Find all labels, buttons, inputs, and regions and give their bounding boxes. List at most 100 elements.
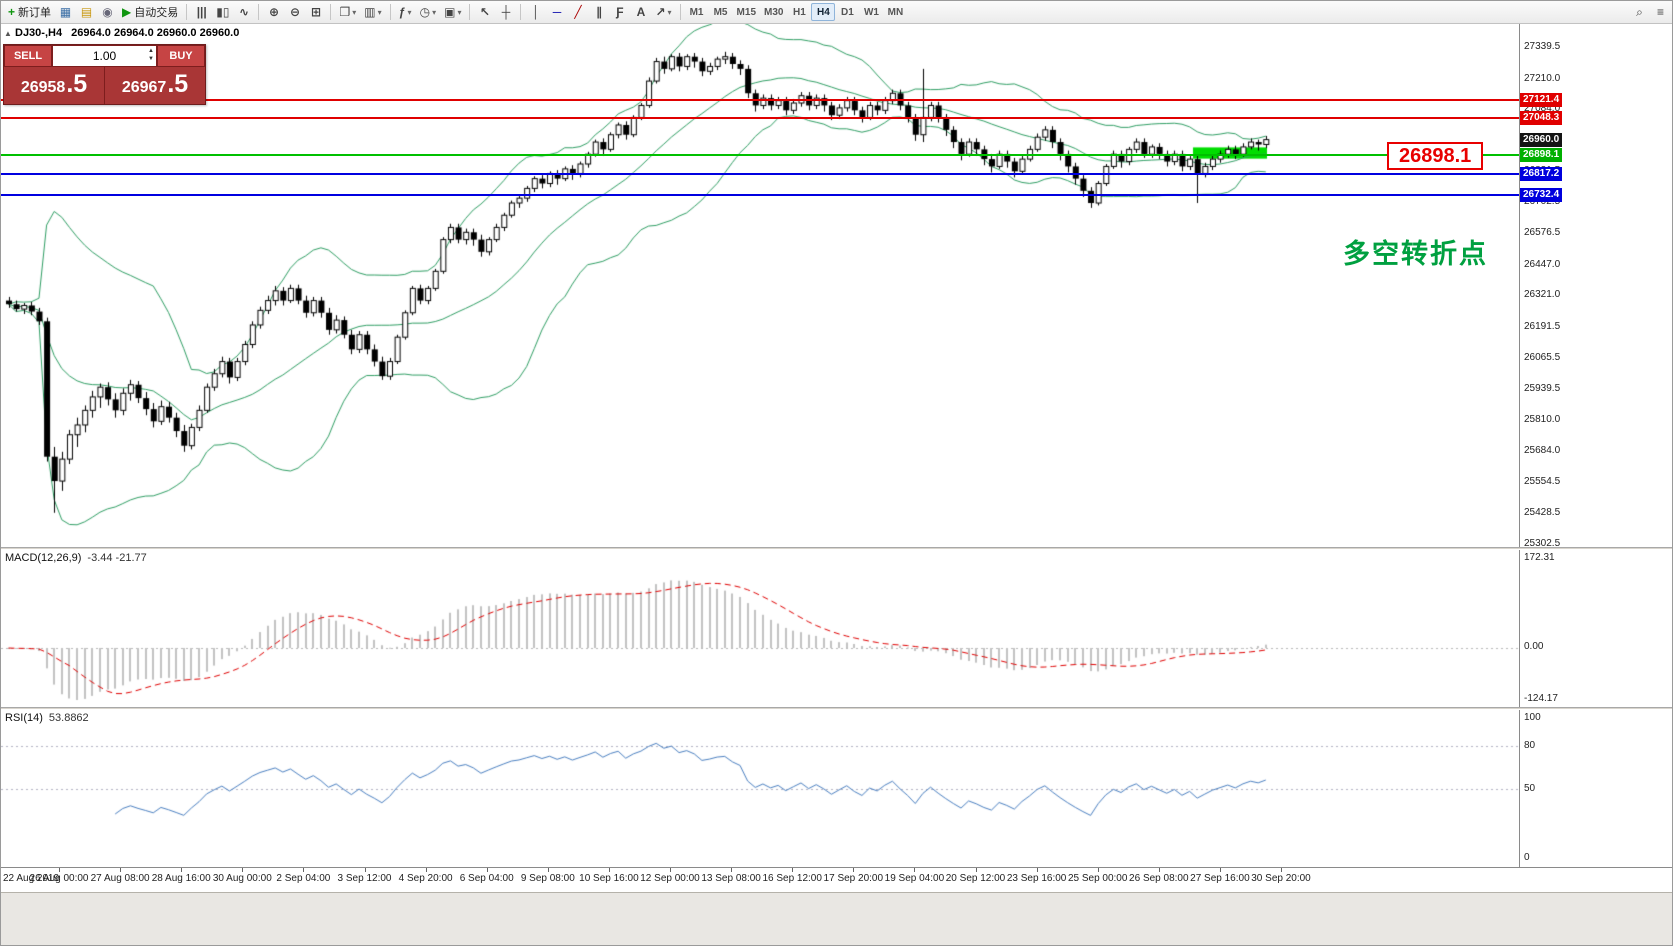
horizontal-line-26732.4[interactable]: [1, 194, 1519, 197]
templates-button[interactable]: ▣ ▾: [440, 3, 465, 22]
charts-window-button[interactable]: ▦: [55, 3, 76, 22]
timeframe-mn-button[interactable]: MN: [887, 6, 904, 18]
main-chart-canvas[interactable]: [1, 24, 1519, 547]
horizontal-line-27121.4[interactable]: [1, 99, 1519, 102]
trendline-button[interactable]: ╱: [567, 3, 588, 22]
sound-button[interactable]: ◉: [97, 3, 118, 22]
time-axis-tick: [181, 868, 183, 872]
line-chart-button[interactable]: ∿: [233, 3, 254, 22]
time-axis-label: 22 Aug 2019: [3, 873, 60, 884]
rsi-value: 53.8862: [48, 712, 89, 724]
sell-button[interactable]: SELL: [4, 45, 52, 67]
indicators-button[interactable]: ƒ ▾: [395, 3, 416, 22]
search-button[interactable]: ⌕: [1629, 3, 1650, 22]
price-axis[interactable]: [1519, 24, 1672, 867]
profiles-button[interactable]: ▤: [76, 3, 97, 22]
macd-panel-canvas[interactable]: [1, 550, 1519, 707]
vline-icon: │: [532, 5, 540, 19]
autotrading-button[interactable]: ▶ 自动交易: [118, 3, 182, 22]
vertical-line-button[interactable]: │: [525, 3, 546, 22]
timeframe-m1-button[interactable]: M1: [689, 6, 704, 18]
buy-price-frac: .5: [167, 70, 189, 98]
timeframe-m15-button[interactable]: M15: [736, 6, 756, 18]
time-axis-label: 3 Sep 12:00: [337, 873, 392, 884]
periods-button[interactable]: ◷ ▾: [416, 3, 441, 22]
sell-price-frac: .5: [66, 70, 88, 98]
channel-button[interactable]: ∥: [588, 3, 609, 22]
sell-price[interactable]: 26958 .5: [4, 67, 105, 104]
price-axis-label: 25684.0: [1524, 444, 1561, 456]
buy-price[interactable]: 26967 .5: [105, 67, 205, 104]
time-axis-tick: [486, 868, 488, 872]
horizontal-line-26898.1[interactable]: [1, 153, 1519, 156]
horizontal-line-26817.2[interactable]: [1, 173, 1519, 176]
time-axis-label: 4 Sep 20:00: [398, 873, 453, 884]
time-axis-label: 10 Sep 16:00: [579, 873, 639, 884]
rsi-label: RSI(14): [5, 712, 43, 724]
rsi-axis-label: 0: [1524, 852, 1530, 863]
time-axis-label: 16 Sep 12:00: [762, 873, 822, 884]
price-callout[interactable]: 26898.1: [1387, 142, 1484, 170]
rsi-panel-divider[interactable]: [1, 707, 1672, 710]
time-axis-tick: [670, 868, 671, 872]
horizontal-line-27048.3[interactable]: [1, 117, 1519, 120]
macd-axis-label: 0.00: [1524, 641, 1544, 652]
crosshair-button[interactable]: ┼: [495, 3, 516, 22]
time-axis-tick: [1158, 868, 1160, 872]
time-axis[interactable]: 22 Aug 2019 26 Aug 00:00 27 Aug 08:00 28 Au…: [1, 867, 1672, 892]
cursor-icon: ↖: [479, 5, 490, 19]
price-axis-label: 26191.5: [1524, 321, 1561, 333]
timeframe-h1-button[interactable]: H1: [793, 6, 806, 18]
rsi-axis-label: 50: [1524, 783, 1536, 794]
new-chart-button[interactable]: ❐ ▾: [335, 3, 360, 22]
arrange-button[interactable]: ▥ ▾: [360, 3, 385, 22]
candle-chart-button[interactable]: ▮▯: [212, 3, 233, 22]
price-axis-label: 26321.0: [1524, 289, 1561, 301]
bottom-strip: [1, 892, 1672, 945]
turning-point-annotation[interactable]: 多空转折点: [1343, 239, 1488, 269]
timeframe-h4-button[interactable]: H4: [811, 3, 836, 21]
tile-windows-button[interactable]: ⊞: [305, 3, 326, 22]
horizontal-line-button[interactable]: ─: [546, 3, 567, 22]
rsi-panel-canvas[interactable]: [1, 710, 1519, 867]
toolbar-separator: [520, 4, 522, 20]
buy-button[interactable]: BUY: [157, 45, 205, 67]
clock-icon: ◷: [419, 5, 431, 19]
autotrading-button-label: 自动交易: [134, 7, 179, 19]
time-axis-tick: [547, 868, 549, 872]
volume-down-button[interactable]: ▼: [148, 56, 154, 62]
price-axis-label: 25302.5: [1524, 537, 1561, 549]
toolbar-separator: [389, 4, 391, 20]
bar-chart-button[interactable]: |||: [191, 3, 212, 22]
toolbar-separator: [330, 4, 332, 20]
price-tag: 26817.2: [1520, 167, 1563, 182]
template-icon: ▣: [444, 5, 456, 19]
arrows-button[interactable]: ↗ ▾: [651, 3, 675, 22]
timeframe-m30-button[interactable]: M30: [764, 6, 784, 18]
new-order-button-label: 新订单: [18, 7, 52, 19]
timeframe-w1-button[interactable]: W1: [863, 6, 879, 18]
plus-icon: +: [8, 5, 16, 19]
zoom-out-button[interactable]: ⊖: [284, 3, 305, 22]
hline-icon: ─: [552, 5, 562, 19]
dropdown-caret-icon: ▾: [352, 7, 357, 17]
folder-icon: ▤: [80, 5, 93, 19]
text-icon: A: [636, 5, 646, 19]
macd-panel-divider[interactable]: [1, 547, 1672, 550]
price-axis-label: 26576.5: [1524, 227, 1561, 239]
rsi-axis-label: 80: [1524, 740, 1536, 751]
timeframe-m5-button[interactable]: M5: [713, 6, 728, 18]
new-order-button[interactable]: + 新订单: [4, 3, 55, 22]
volume-up-button[interactable]: ▲: [148, 48, 154, 54]
options-button[interactable]: ≡: [1650, 3, 1671, 22]
volume-input[interactable]: 1.00 ▲ ▼: [52, 45, 157, 67]
zoom-in-button[interactable]: ⊕: [263, 3, 284, 22]
oneclick-collapse-icon[interactable]: ▲: [4, 29, 12, 38]
fibonacci-button[interactable]: Ƒ: [609, 3, 630, 22]
sell-price-main: 26958: [20, 79, 66, 96]
cursor-button[interactable]: ↖: [474, 3, 495, 22]
text-button[interactable]: A: [630, 3, 651, 22]
circle-icon: ◉: [102, 5, 113, 19]
timeframe-d1-button[interactable]: D1: [841, 6, 854, 18]
